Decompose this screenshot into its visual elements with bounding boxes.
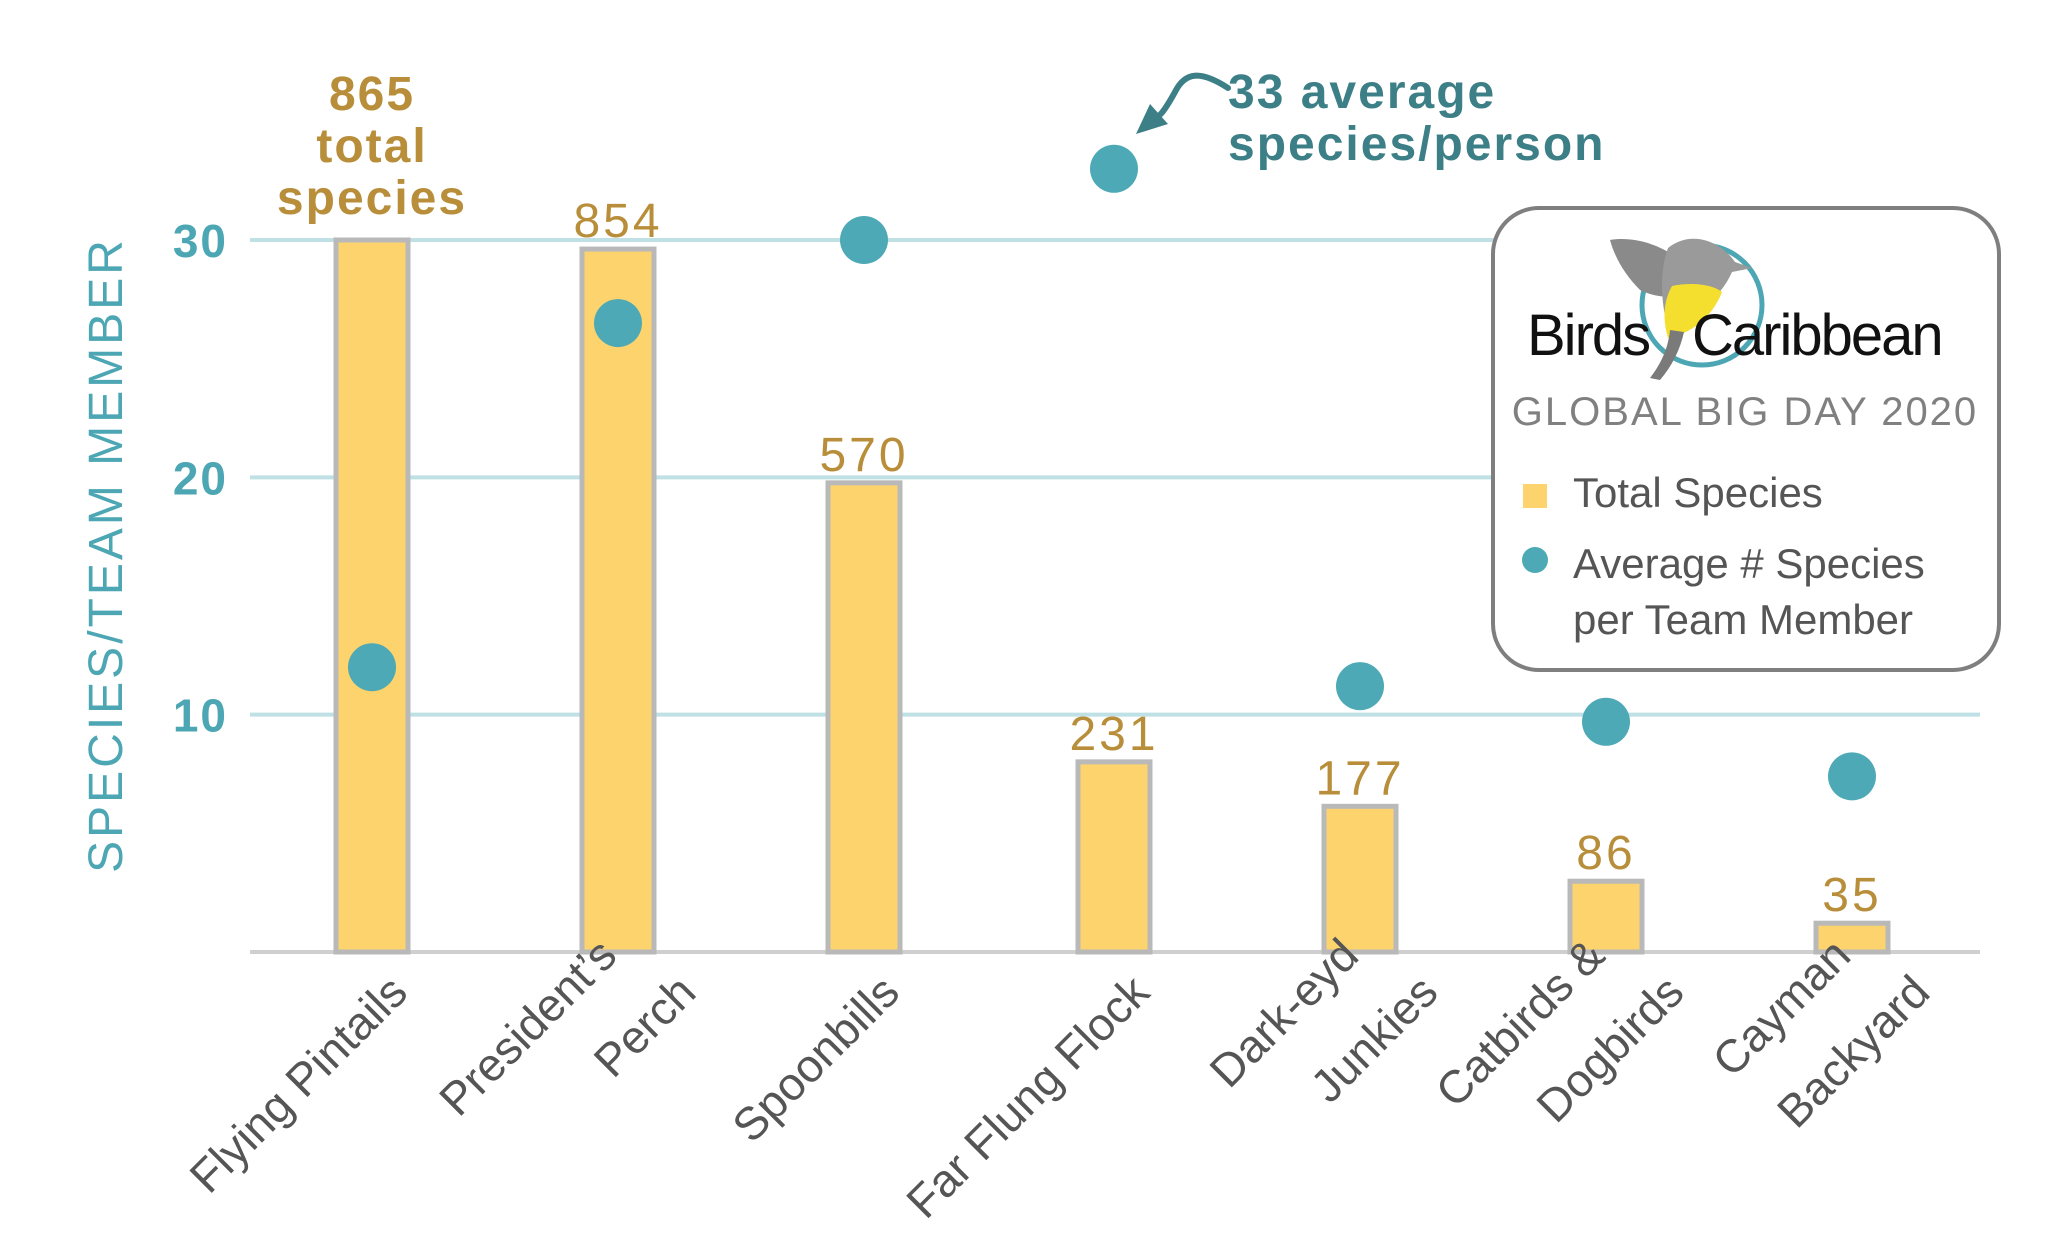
average-callout-line-0: 33 average <box>1228 66 1496 119</box>
bar-4 <box>1321 803 1399 955</box>
bar-6 <box>1813 920 1891 955</box>
bar-2 <box>825 480 903 955</box>
category-label-line: Flying Pintails <box>179 965 416 1202</box>
y-tick-label-10: 10 <box>173 690 228 742</box>
bar-value-label-1: 854 <box>573 195 662 248</box>
legend-label-average-line-0: Average # Species <box>1573 540 1925 587</box>
avg-dot-4 <box>1336 662 1384 711</box>
y-axis-title: SPECIES/TEAM MEMBER <box>80 237 133 873</box>
bar-value-label-3: 231 <box>1069 708 1158 761</box>
total-callout-line-1: total <box>316 120 427 173</box>
avg-dot-0 <box>348 643 396 692</box>
category-label-line: Spoonbills <box>722 965 909 1152</box>
average-callout-line-1: species/person <box>1228 118 1606 171</box>
bird-tail-icon <box>1650 330 1684 380</box>
legend-frame <box>1491 206 2001 672</box>
average-callout-arrowhead <box>1136 104 1168 134</box>
legend-brand-left: Birds <box>1527 303 1649 368</box>
total-callout-line-2: species <box>277 172 467 225</box>
category-label-3: Far Flung Flock <box>896 964 1159 1227</box>
bar-0 <box>333 237 411 955</box>
avg-dot-3 <box>1090 144 1138 193</box>
birdscaribbean-logo <box>1610 238 1765 380</box>
bar-value-label-5: 86 <box>1576 827 1635 880</box>
avg-dot-2 <box>840 216 888 264</box>
legend-swatch-average <box>1522 547 1548 573</box>
bar-value-label-6: 35 <box>1822 869 1881 922</box>
category-label-5: Catbirds &Dogbirds <box>1425 928 1693 1132</box>
avg-dot-5 <box>1582 697 1630 746</box>
legend: Birds Caribbean GLOBAL BIG DAY 2020 Total S… <box>1491 206 2001 672</box>
bar-1 <box>579 246 657 955</box>
bird-breast-icon <box>1664 284 1722 338</box>
avg-dot-6 <box>1828 752 1876 801</box>
category-label-0: Flying Pintails <box>179 965 416 1202</box>
legend-swatch-total <box>1523 484 1547 508</box>
legend-event-title: GLOBAL BIG DAY 2020 <box>1512 390 1978 434</box>
bar-5 <box>1567 878 1645 955</box>
bar-value-label-4: 177 <box>1315 752 1404 805</box>
legend-label-average-line-1: per Team Member <box>1573 596 1913 643</box>
bar-value-label-2: 570 <box>819 429 908 482</box>
y-tick-label-20: 20 <box>173 452 228 504</box>
category-label-line: Far Flung Flock <box>896 964 1159 1227</box>
total-callout-line-0: 865 <box>329 68 415 121</box>
legend-brand-right: Caribbean <box>1692 303 1942 368</box>
legend-label-total: Total Species <box>1573 469 1823 516</box>
bar-3 <box>1075 759 1153 955</box>
y-tick-label-30: 30 <box>173 215 228 267</box>
avg-dot-1 <box>594 299 642 348</box>
category-label-2: Spoonbills <box>722 965 909 1152</box>
category-label-line: President’s <box>429 928 626 1125</box>
